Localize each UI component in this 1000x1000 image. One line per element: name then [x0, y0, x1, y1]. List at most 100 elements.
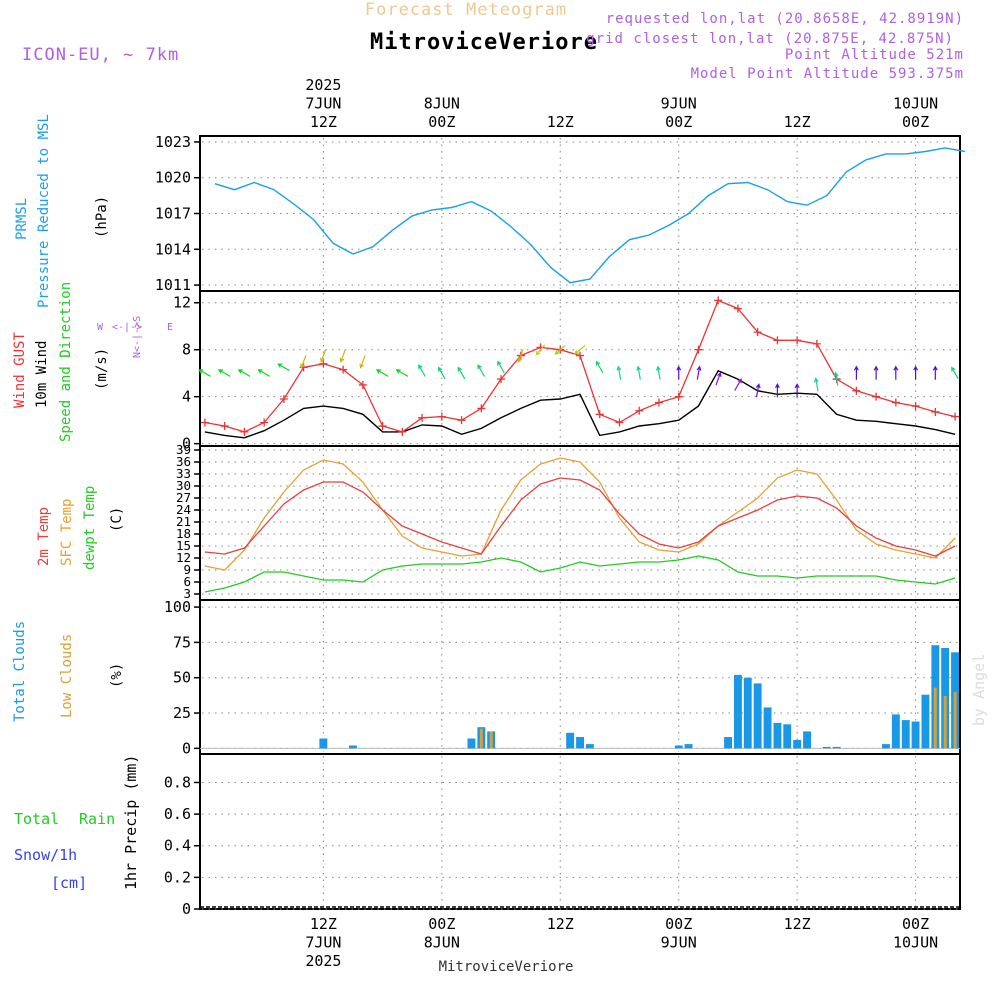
- wind-direction-arrow: [715, 371, 722, 386]
- pressure-full-label: Pressure Reduced to MSL: [36, 114, 52, 308]
- total-cloud-bar: [882, 744, 890, 749]
- wind-direction-arrow: [734, 378, 742, 391]
- compass-w: W: [97, 322, 104, 333]
- total-cloud-bar: [891, 714, 900, 749]
- y-tick-label: 6: [183, 574, 191, 589]
- y-tick-label: 1014: [155, 240, 191, 258]
- compass-e: E: [167, 322, 173, 333]
- compass-ns: N<-|->S: [132, 316, 143, 358]
- y-tick-label: 33: [176, 466, 191, 481]
- wind-panel: [199, 290, 961, 447]
- wind-direction-arrow: [320, 349, 327, 363]
- top-time-label: 12Z: [784, 113, 811, 131]
- compass-rose: N<-|->S W <-|-> E: [97, 316, 173, 358]
- top-time-label: 12Z: [310, 113, 337, 131]
- top-time-label: 00Z: [665, 113, 692, 131]
- gust-marker: [576, 351, 584, 360]
- gust-marker: [457, 416, 466, 425]
- gust-marker: [497, 375, 506, 384]
- gust-marker: [595, 410, 604, 419]
- gust-marker: [674, 392, 683, 401]
- top-time-label: 12Z: [547, 113, 574, 131]
- gust-marker: [852, 386, 861, 395]
- y-tick-label: 0.2: [164, 868, 191, 886]
- y-tick-label: 12: [173, 294, 191, 312]
- total-clouds-label: Total Clouds: [12, 621, 28, 722]
- total-cloud-bar: [585, 744, 594, 749]
- top-time-label: 10JUN: [893, 95, 938, 113]
- wind-direction-arrow: [676, 365, 682, 380]
- wind-direction-arrow: [339, 349, 346, 363]
- cloud-plot: [200, 645, 960, 749]
- rain-label-total: Total: [14, 810, 59, 828]
- gust-marker: [714, 296, 723, 305]
- location-title: MitroviceVeriore: [370, 30, 598, 55]
- total-cloud-bar: [743, 677, 752, 749]
- bottom-time-label: 7JUN: [305, 934, 341, 952]
- gust-marker: [733, 304, 742, 313]
- wind-direction-arrow: [696, 365, 702, 380]
- temperature-plot: [204, 457, 956, 593]
- sfc-temp-label: SFC Temp: [59, 499, 75, 566]
- precip-ylabel: 1hr Precip (mm): [122, 755, 140, 890]
- wind-direction-arrow: [257, 369, 271, 377]
- gust-marker: [891, 398, 900, 407]
- total-cloud-bar: [753, 683, 762, 749]
- gust-marker: [477, 404, 486, 413]
- watermark: by Angel: [970, 654, 988, 726]
- t2m-label: 2m Temp: [36, 507, 52, 566]
- gust-marker: [812, 339, 821, 348]
- temp-unit: (C): [109, 507, 125, 532]
- dewpoint-line: [204, 555, 956, 593]
- wind-direction-arrow: [477, 364, 486, 377]
- pressure-plot: [214, 147, 966, 284]
- bottom-time-label: 10JUN: [893, 934, 938, 952]
- bottom-time-label: 12Z: [547, 915, 574, 933]
- total-cloud-bar: [832, 746, 841, 749]
- total-cloud-bar: [773, 722, 782, 749]
- snow-unit: [cm]: [51, 874, 87, 892]
- clouds-panel: [199, 599, 961, 755]
- wind-line: [204, 369, 956, 439]
- bottom-time-label: 00Z: [428, 915, 455, 933]
- top-time-label: 00Z: [428, 113, 455, 131]
- total-cloud-bar: [763, 707, 772, 749]
- y-tick-label: 100: [164, 598, 191, 616]
- total-cloud-bar: [674, 745, 683, 749]
- wind-direction-arrow: [375, 369, 389, 377]
- wind-direction-arrow: [300, 355, 307, 369]
- y-tick-label: 21: [176, 514, 191, 529]
- bottom-time-label: 8JUN: [424, 934, 460, 952]
- compass-we: <-|->: [112, 322, 142, 333]
- low-cloud-bar: [943, 696, 947, 749]
- wind-direction-arrow: [893, 365, 899, 380]
- wind-direction-arrow: [813, 377, 819, 392]
- gust-marker: [872, 392, 881, 401]
- wind-direction-arrow: [794, 383, 800, 398]
- total-cloud-bar: [783, 724, 792, 749]
- gust-marker: [793, 336, 802, 345]
- gust-marker: [418, 413, 427, 422]
- y-tick-label: 8: [182, 341, 191, 359]
- wind-direction-arrow: [517, 349, 524, 363]
- y-tick-labels: 1011101410171020102304812369121518212427…: [155, 133, 200, 918]
- wind-direction-arrow: [932, 365, 938, 380]
- top-time-label: 9JUN: [661, 95, 697, 113]
- gust-marker: [339, 365, 348, 374]
- wind-direction-arrow: [636, 365, 642, 380]
- wind-direction-arrow: [595, 360, 604, 374]
- y-tick-label: 1020: [155, 169, 191, 187]
- bottom-time-label: 00Z: [902, 915, 929, 933]
- y-tick-label: 24: [176, 502, 191, 517]
- gust-label: Wind GUST: [12, 332, 28, 408]
- total-cloud-bar: [803, 731, 811, 749]
- y-tick-label: 4: [182, 388, 191, 406]
- wind-direction-arrow: [873, 365, 879, 380]
- gust-marker: [240, 427, 249, 436]
- total-cloud-bar: [566, 732, 575, 749]
- low-cloud-bar: [479, 728, 483, 749]
- total-cloud-bar: [724, 737, 732, 749]
- top-time-label: 00Z: [902, 113, 929, 131]
- low-clouds-label: Low Clouds: [59, 634, 75, 718]
- gust-marker: [260, 418, 269, 427]
